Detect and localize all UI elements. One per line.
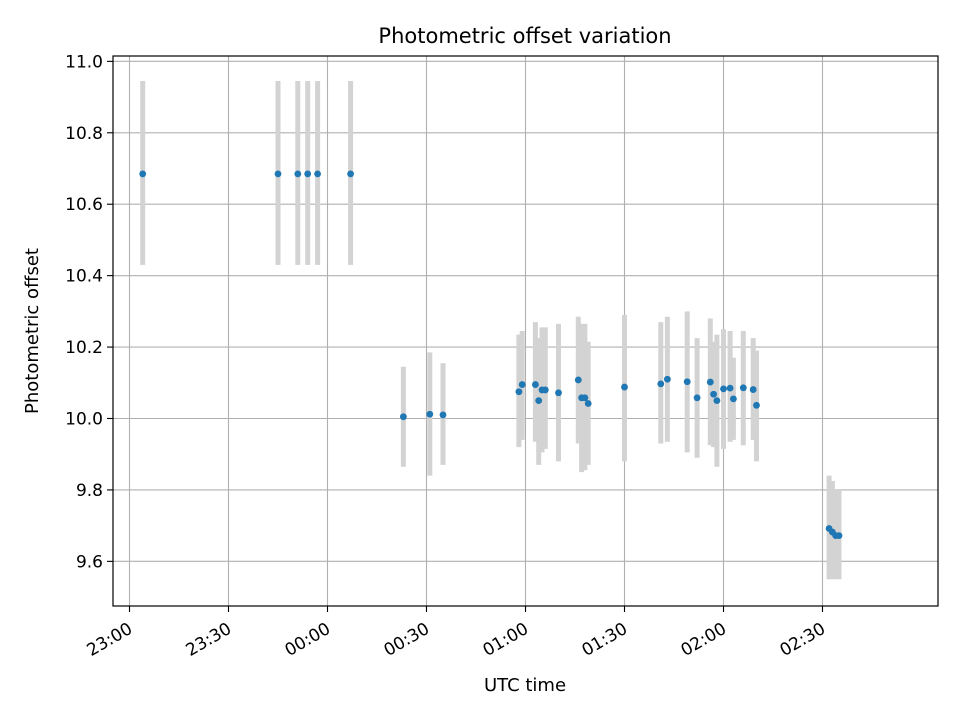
data-point [532,381,539,388]
data-point [294,170,302,178]
y-tick-label: 10.4 [65,267,103,287]
data-point [730,395,737,403]
data-point [574,376,582,384]
data-point [274,170,282,178]
data-point [739,384,747,392]
data-point [584,400,592,407]
y-axis-label: Photometric offset [22,248,43,414]
data-point [713,397,721,405]
data-point [657,380,665,388]
data-point [621,383,628,391]
data-point [581,394,589,402]
data-point [683,378,691,386]
data-point [749,386,757,393]
chart-title: Photometric offset variation [378,24,671,48]
data-point [314,170,321,178]
y-tick-label: 10.0 [65,410,103,430]
data-point [693,394,701,402]
data-point [706,378,714,386]
data-point [139,170,147,178]
y-axis-ticks: 9.6 9.8 10.0 10.2 10.4 10.6 10.8 11.0 [65,52,113,572]
x-axis-label: UTC time [484,675,566,696]
y-tick-label: 9.6 [76,552,103,572]
data-point [515,388,523,396]
data-point [753,401,760,409]
y-tick-label: 10.6 [65,195,103,215]
data-point [710,390,717,398]
data-point [835,532,843,540]
data-point [304,170,312,178]
data-point [541,386,549,394]
y-tick-label: 10.2 [65,338,103,358]
data-point [347,170,354,178]
data-point [439,411,447,419]
data-point [518,381,526,388]
data-point [400,413,407,421]
data-point [664,375,671,383]
y-tick-label: 11.0 [65,52,103,72]
grid-lines [113,56,938,606]
y-tick-label: 9.8 [76,481,103,501]
data-point [720,385,727,393]
data-point [426,410,434,418]
data-point [535,397,543,405]
data-points [139,170,843,540]
y-tick-label: 10.8 [65,124,103,144]
data-point [555,389,562,397]
data-point [726,384,734,392]
